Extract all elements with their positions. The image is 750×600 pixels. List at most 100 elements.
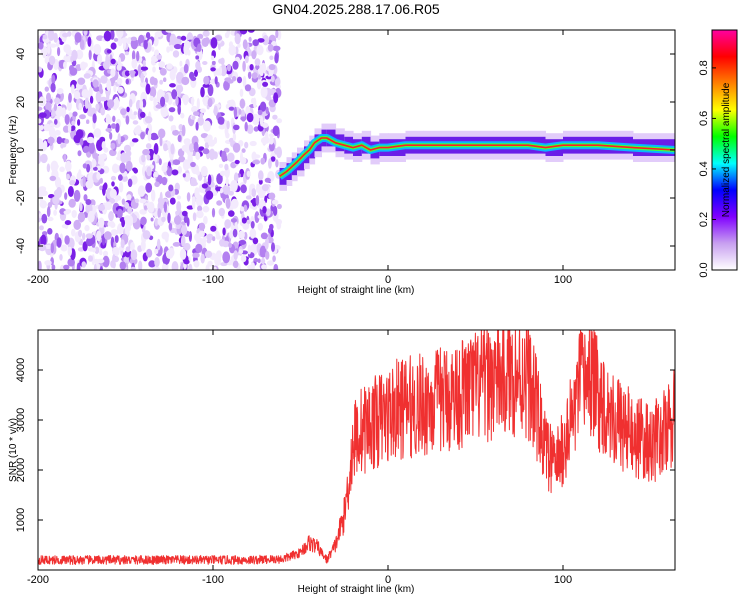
spectrogram-cell <box>131 50 136 61</box>
spectrogram-cell <box>174 38 182 45</box>
spectrogram-cell <box>189 143 194 153</box>
spectrogram-cell <box>247 71 252 80</box>
spectrogram-cell <box>142 60 146 67</box>
spectrogram-cell <box>233 106 238 118</box>
colorbar-tick-label: 0.2 <box>698 212 710 227</box>
spectrogram-cell <box>195 169 200 176</box>
spectrogram-cell <box>38 118 42 124</box>
spectrogram-cell <box>114 235 119 243</box>
spectrogram-cell <box>83 145 90 153</box>
spectrogram-cell <box>64 114 70 125</box>
spectrogram-cell <box>145 143 152 149</box>
spectrogram-cell <box>51 264 56 270</box>
spectrogram-cell <box>147 129 152 142</box>
spectrogram-cell <box>197 43 202 52</box>
spectrogram-cell <box>139 98 144 110</box>
spectrogram-cell <box>250 97 255 104</box>
spectrogram-cell <box>71 120 76 126</box>
spectrogram-cell <box>101 141 106 150</box>
spectrogram-cell <box>38 260 42 270</box>
spectrogram-cell <box>250 262 255 270</box>
spectrogram-cell <box>172 129 180 136</box>
spectrogram-cell <box>269 55 274 61</box>
spectrogram-cell <box>55 105 64 117</box>
spectrogram-cell <box>198 230 205 238</box>
spectrogram-cell <box>246 219 251 224</box>
spectrogram-cell <box>168 222 173 231</box>
spectrogram-cell <box>126 194 132 201</box>
spectrogram-cell <box>262 81 269 87</box>
spectrogram-cell <box>200 165 208 177</box>
spectrogram-cell <box>86 136 95 144</box>
spectrogram-cell <box>99 177 103 184</box>
spectrogram-cell <box>171 124 177 131</box>
colorbar-tick-label: 0.0 <box>698 262 710 277</box>
spectrogram-cell <box>227 152 235 162</box>
spectrogram-cell <box>227 79 234 84</box>
spectrogram-cell <box>173 43 182 50</box>
spectrogram-cell <box>190 76 197 82</box>
spectrogram-cell <box>191 197 196 210</box>
spectrogram-cell <box>77 119 81 126</box>
spectrogram-cell <box>244 141 249 149</box>
spectrogram-cell <box>247 244 252 255</box>
spectrogram-cell <box>234 159 240 165</box>
spectrogram-cell <box>248 186 252 199</box>
spectrogram-cell <box>103 30 112 42</box>
spectrogram-cell <box>210 37 218 49</box>
spectrogram-cell <box>200 86 205 98</box>
spectrogram-cell <box>138 260 143 270</box>
spectrogram-cell <box>259 245 267 258</box>
spectrogram-cell <box>238 230 245 239</box>
spectrogram-cell <box>269 136 274 145</box>
spectrogram-cell <box>204 250 213 258</box>
snr-xlabel: Height of straight line (km) <box>298 584 415 595</box>
spectrogram-cell <box>99 96 108 102</box>
spectrogram-cell <box>102 250 109 257</box>
spectrogram-cell <box>252 159 260 165</box>
spectrogram-cell <box>54 97 61 105</box>
spectrogram-cell <box>87 36 92 47</box>
spectrogram-cell <box>258 170 264 181</box>
spectrogram-cell <box>252 113 260 126</box>
spectrogram-cell <box>111 181 115 187</box>
spectrogram-cell <box>120 152 128 164</box>
spectrogram-cell <box>44 260 52 266</box>
spectrogram-cell <box>228 242 233 248</box>
spectrogram-cell <box>54 118 58 125</box>
spectrogram-cell <box>232 228 238 238</box>
spectrogram-cell <box>125 78 129 85</box>
spectrogram-cell <box>88 86 93 99</box>
spectrogram-cell <box>194 69 198 77</box>
spectrogram-cell <box>85 199 92 205</box>
spectrogram-cell <box>166 63 173 70</box>
spectrogram-cell <box>59 254 63 261</box>
spectrogram-cell <box>54 129 61 136</box>
spectrogram-cell <box>56 88 64 95</box>
spectrogram-cell <box>80 61 87 71</box>
spectrogram-cell <box>50 160 59 173</box>
spectrogram-cell <box>103 231 112 240</box>
spectrogram-cell <box>65 160 72 172</box>
spectrogram-cell <box>92 79 99 88</box>
spectrogram-cell <box>154 217 159 227</box>
spectrogram-cell <box>93 128 102 138</box>
spectrogram-ytick-label: 40 <box>15 48 27 60</box>
spectrogram-cell <box>257 222 263 231</box>
spectrogram-cell <box>53 209 57 216</box>
spectrogram-cell <box>196 200 201 207</box>
spectrogram-cell <box>116 156 121 161</box>
spectrogram-cell <box>81 89 89 99</box>
spectrogram-cell <box>272 205 278 216</box>
spectrogram-cell <box>125 150 132 157</box>
spectrogram-cell <box>182 173 186 178</box>
spectrogram-cell <box>191 105 198 113</box>
spectrogram-cell <box>198 146 205 151</box>
spectrogram-cell <box>94 246 100 254</box>
spectrogram-cell <box>52 195 60 205</box>
spectrogram-cell <box>212 236 216 242</box>
spectrogram-cell <box>139 111 146 118</box>
spectrogram-cell <box>74 32 82 43</box>
